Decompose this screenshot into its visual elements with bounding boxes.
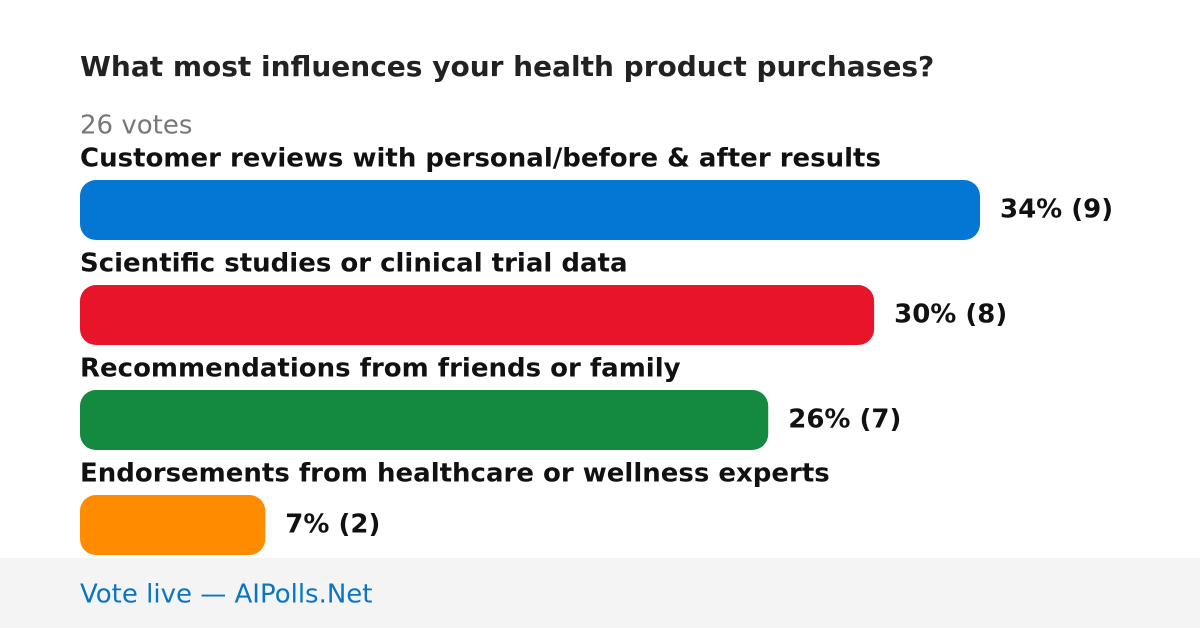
option-label: Endorsements from healthcare or wellness… (80, 459, 830, 489)
value-label: 34% (9) (1000, 195, 1113, 225)
footer-link[interactable]: Vote live — AIPolls.Net (80, 580, 373, 610)
bar (80, 180, 980, 240)
bar (80, 495, 266, 555)
footer-bar (0, 558, 1200, 628)
value-label: 30% (8) (894, 300, 1007, 330)
option-label: Scientific studies or clinical trial dat… (80, 249, 628, 279)
chart-title: What most influences your health product… (80, 50, 934, 83)
bar (80, 390, 769, 450)
value-label: 7% (2) (285, 510, 380, 540)
option-label: Recommendations from friends or family (80, 354, 681, 384)
option-label: Customer reviews with personal/before & … (80, 144, 881, 174)
vote-count: 26 votes (80, 111, 192, 141)
bar (80, 285, 875, 345)
value-label: 26% (7) (788, 405, 901, 435)
